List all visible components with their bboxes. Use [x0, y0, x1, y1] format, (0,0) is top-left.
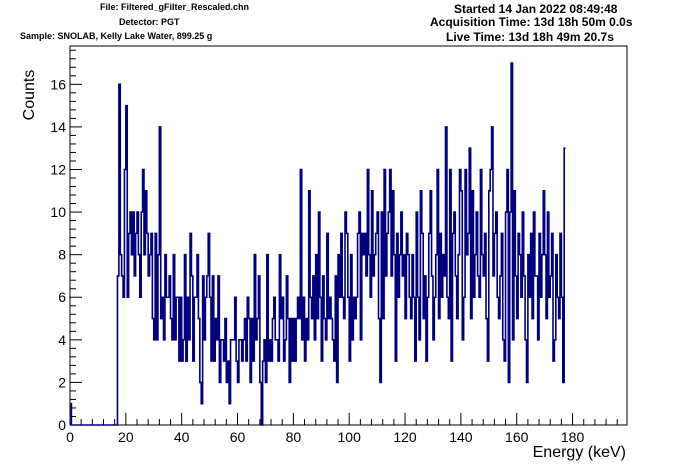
sample-label: Sample: SNOLAB, Kelly Lake Water, 899.25… [20, 31, 213, 41]
x-tick-label: 20 [118, 429, 134, 445]
y-tick-label: 14 [50, 119, 66, 135]
y-axis-label: Counts [21, 70, 38, 121]
y-tick-label: 0 [58, 417, 66, 433]
y-tick-label: 6 [58, 289, 66, 305]
y-tick-label: 4 [58, 332, 66, 348]
file-label: File: Filtered_gFilter_Rescaled.chn [100, 2, 250, 12]
y-tick-label: 10 [50, 204, 66, 220]
plot-area-border [69, 45, 628, 426]
x-tick-label: 80 [286, 429, 302, 445]
x-tick-label: 140 [449, 429, 473, 445]
start-time-label: Started 14 Jan 2022 08:49:48 [454, 2, 618, 16]
x-tick-label: 100 [338, 429, 362, 445]
x-axis: 0 20 40 60 80 100 120 140 160 180 [66, 413, 618, 445]
x-tick-label: 60 [230, 429, 246, 445]
live-time-label: Live Time: 13d 18h 49m 20.7s [446, 30, 614, 44]
x-tick-label: 180 [561, 429, 585, 445]
y-tick-label: 12 [50, 161, 66, 177]
x-tick-label: 40 [174, 429, 190, 445]
y-tick-label: 8 [58, 247, 66, 263]
y-tick-label: 2 [58, 374, 66, 390]
x-tick-label: 0 [66, 429, 74, 445]
x-axis-label: Energy (keV) [533, 444, 626, 461]
spectrum-line [70, 62, 566, 426]
plot-frame [69, 45, 628, 426]
y-tick-label: 16 [50, 76, 66, 92]
x-tick-label: 120 [393, 429, 417, 445]
x-tick-label: 160 [505, 429, 529, 445]
y-axis: 0 2 4 6 8 10 12 14 16 [50, 49, 82, 433]
acquisition-time-label: Acquisition Time: 13d 18h 50m 0.0s [430, 15, 633, 29]
detector-label: Detector: PGT [119, 17, 180, 27]
